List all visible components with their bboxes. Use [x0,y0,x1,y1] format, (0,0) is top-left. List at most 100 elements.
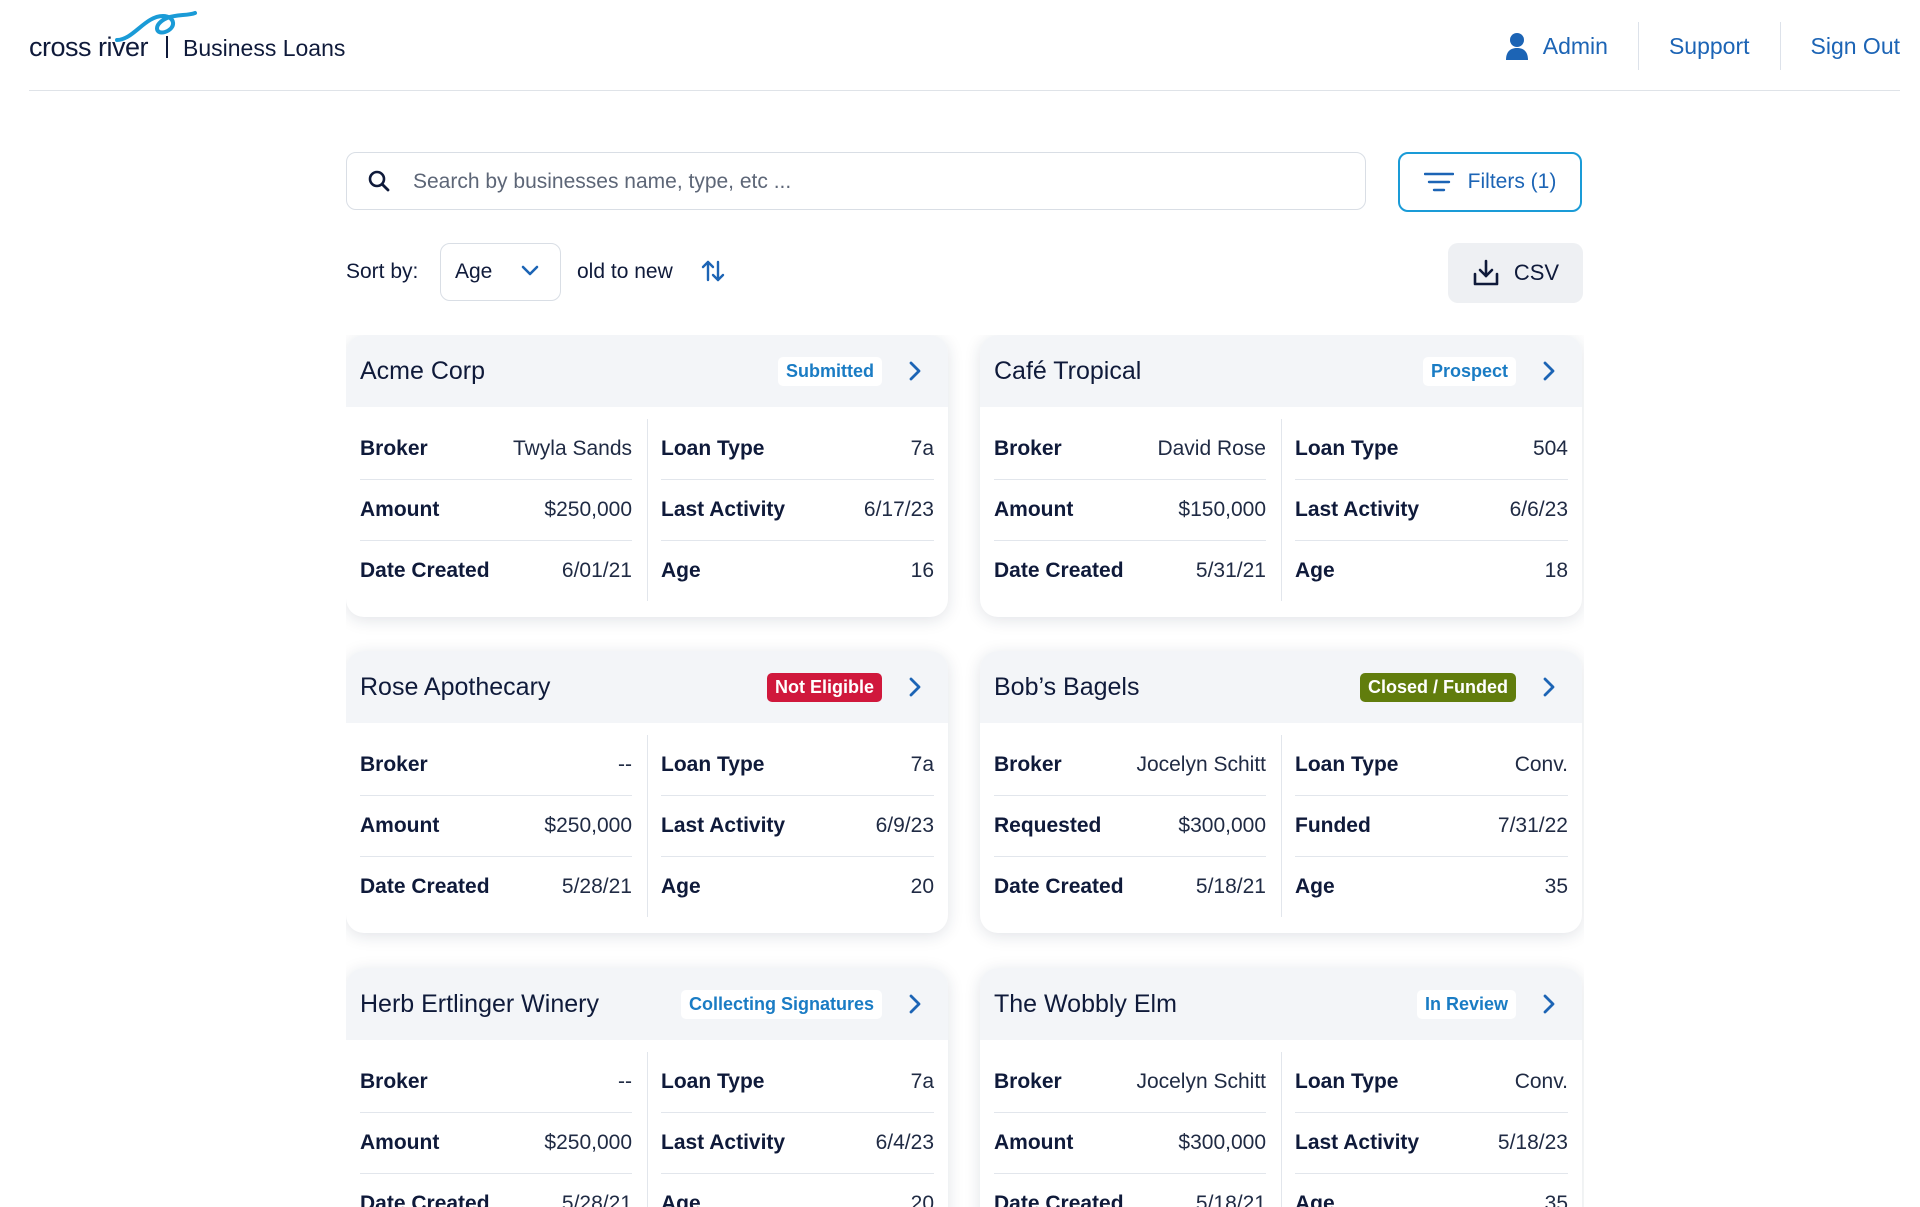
loan-card[interactable]: Rose Apothecary Not Eligible Broker -- Am… [346,651,948,933]
csv-download-button[interactable]: CSV [1448,243,1583,303]
nav-divider [1779,22,1781,70]
field-value: -- [618,753,632,776]
field-value: Jocelyn Schitt [1136,1070,1266,1093]
card-row: Amount $150,000 [994,480,1266,541]
field-label: Broker [360,1070,428,1093]
field-value: 20 [910,1192,934,1207]
card-title: Café Tropical [994,357,1142,385]
card-row: Age 35 [1295,857,1568,917]
card-row: Broker David Rose [994,419,1266,480]
top-nav: Admin Support Sign Out [1475,22,1900,70]
chevron-right-icon[interactable] [1542,676,1556,698]
field-value: $250,000 [544,814,632,837]
filter-lines-icon [1423,171,1454,193]
card-right-column: Loan Type 7a Last Activity 6/17/23 Age 16 [661,419,934,601]
chevron-right-icon[interactable] [1542,993,1556,1015]
card-row: Date Created 5/18/21 [994,857,1266,917]
admin-link[interactable]: Admin [1475,22,1638,70]
field-value: $300,000 [1178,1131,1266,1154]
card-row: Date Created 5/28/21 [360,1174,632,1207]
card-header: Bob’s Bagels Closed / Funded [980,651,1582,723]
field-label: Broker [994,753,1062,776]
column-divider [1281,735,1282,917]
field-label: Broker [994,437,1062,460]
field-label: Amount [994,498,1074,521]
card-left-column: Broker David Rose Amount $150,000 Date Cre… [994,419,1266,601]
card-row: Date Created 5/31/21 [994,541,1266,601]
search-box[interactable] [346,152,1366,210]
support-link[interactable]: Support [1668,32,1750,59]
field-value: 5/28/21 [561,1192,632,1207]
card-row: Amount $250,000 [360,480,632,541]
field-label: Last Activity [1295,1131,1420,1154]
field-label: Date Created [360,1192,490,1207]
card-row: Last Activity 6/9/23 [661,796,934,857]
field-label: Date Created [360,875,490,898]
card-row: Loan Type 7a [661,1052,934,1113]
field-value: 35 [1544,875,1568,898]
field-label: Age [1295,1192,1335,1207]
field-label: Last Activity [661,498,786,521]
card-title: The Wobbly Elm [994,990,1177,1018]
card-right-column: Loan Type 7a Last Activity 6/9/23 Age 20 [661,735,934,917]
card-left-column: Broker Twyla Sands Amount $250,000 Date Cr… [360,419,632,601]
field-label: Loan Type [1295,1070,1399,1093]
card-left-column: Broker Jocelyn Schitt Requested $300,000 D… [994,735,1266,917]
loan-card[interactable]: Bob’s Bagels Closed / Funded Broker Jocel… [980,651,1582,933]
card-title: Acme Corp [360,357,486,385]
search-input[interactable] [411,153,1345,210]
card-header: Acme Corp Submitted [346,335,948,407]
field-label: Broker [360,437,428,460]
sort-select[interactable]: Age [440,243,561,301]
chevron-right-icon[interactable] [908,676,922,698]
filters-button[interactable]: Filters (1) [1398,152,1582,212]
loan-card[interactable]: Acme Corp Submitted Broker Twyla Sands Am… [346,335,948,617]
field-value: Twyla Sands [512,437,632,460]
card-left-column: Broker -- Amount $250,000 Date Created 5/28… [360,735,632,917]
field-label: Age [1295,559,1335,582]
chevron-right-icon[interactable] [908,993,922,1015]
field-label: Amount [360,1131,440,1154]
loan-card[interactable]: The Wobbly Elm In Review Broker Jocelyn S… [980,968,1582,1207]
field-label: Date Created [994,1192,1124,1207]
logo-swoosh-icon [115,11,197,42]
card-header: The Wobbly Elm In Review [980,968,1582,1040]
column-divider [1281,419,1282,601]
card-row: Last Activity 6/6/23 [1295,480,1568,541]
field-value: 16 [910,559,934,582]
field-value: -- [618,1070,632,1093]
column-divider [647,735,648,917]
sign-out-link[interactable]: Sign Out [1810,32,1901,59]
status-badge: Submitted [778,357,882,386]
field-label: Last Activity [661,1131,786,1154]
field-value: $300,000 [1178,814,1266,837]
loan-card[interactable]: Café Tropical Prospect Broker David Rose … [980,335,1582,617]
chevron-right-icon[interactable] [908,360,922,382]
field-label: Amount [994,1131,1074,1154]
card-row: Broker Jocelyn Schitt [994,1052,1266,1113]
field-value: 5/31/21 [1195,559,1266,582]
card-body: Broker Jocelyn Schitt Requested $300,000 D… [980,723,1582,933]
card-right-column: Loan Type 7a Last Activity 6/4/23 Age 20 [661,1052,934,1207]
card-right-column: Loan Type Conv. Funded 7/31/22 Age 35 [1295,735,1568,917]
card-title: Rose Apothecary [360,673,551,701]
sort-direction-toggle-icon[interactable] [700,258,726,284]
card-row: Age 18 [1295,541,1568,601]
card-row: Last Activity 6/17/23 [661,480,934,541]
card-title: Herb Ertlinger Winery [360,990,599,1018]
status-badge: Collecting Signatures [680,990,882,1019]
loan-card[interactable]: Herb Ertlinger Winery Collecting Signatu… [346,968,948,1207]
chevron-right-icon[interactable] [1542,360,1556,382]
card-row: Broker Twyla Sands [360,419,632,480]
brand-divider [166,36,168,58]
card-left-column: Broker Jocelyn Schitt Amount $300,000 Date… [994,1052,1266,1207]
field-label: Loan Type [661,437,765,460]
field-value: 6/4/23 [875,1131,934,1154]
card-row: Broker Jocelyn Schitt [994,735,1266,796]
field-value: 5/18/21 [1195,1192,1266,1207]
field-label: Age [1295,875,1335,898]
field-value: David Rose [1157,437,1266,460]
column-divider [1281,1052,1282,1207]
field-value: 6/6/23 [1509,498,1568,521]
field-value: 7/31/22 [1497,814,1568,837]
